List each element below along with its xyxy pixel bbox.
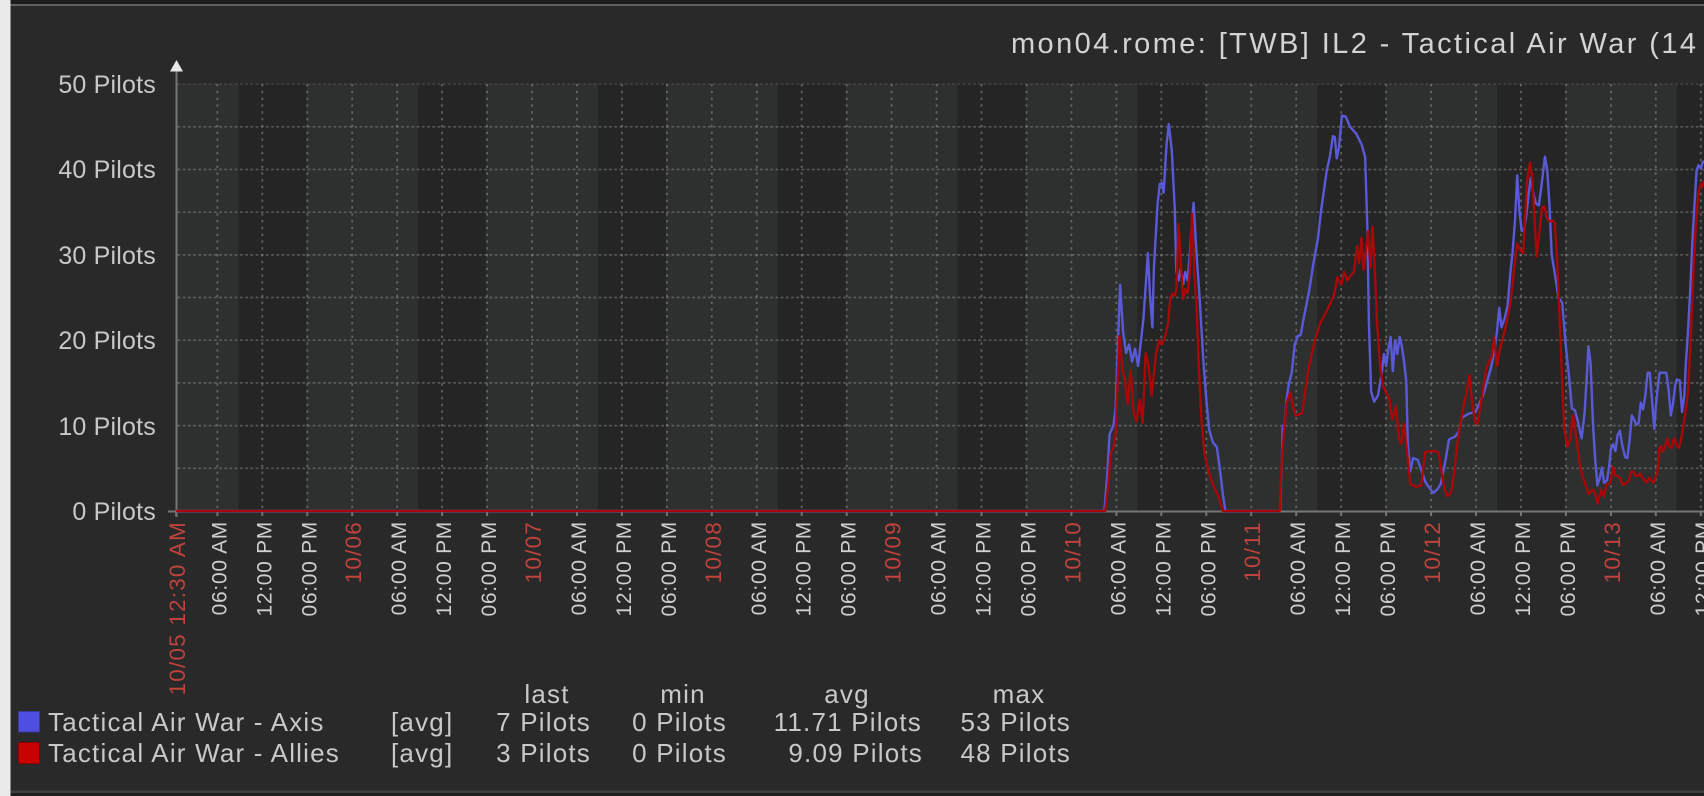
svg-text:max: max xyxy=(993,679,1046,709)
svg-text:9.09 Pilots: 9.09 Pilots xyxy=(788,738,923,768)
svg-text:12:00 PM: 12:00 PM xyxy=(793,521,816,617)
svg-text:12:00 PM: 12:00 PM xyxy=(1512,521,1535,617)
svg-text:avg: avg xyxy=(824,679,870,709)
svg-text:10/12: 10/12 xyxy=(1420,521,1445,583)
svg-text:10/06: 10/06 xyxy=(341,521,366,583)
svg-text:06:00 AM: 06:00 AM xyxy=(1287,521,1310,615)
svg-text:06:00 AM: 06:00 AM xyxy=(1467,521,1490,615)
svg-text:06:00 PM: 06:00 PM xyxy=(1018,521,1041,617)
svg-text:53 Pilots: 53 Pilots xyxy=(960,707,1071,737)
svg-text:[avg]: [avg] xyxy=(391,738,453,768)
svg-text:30 Pilots: 30 Pilots xyxy=(58,242,156,270)
svg-text:10/05 12:30 AM: 10/05 12:30 AM xyxy=(165,521,190,695)
svg-text:10/11: 10/11 xyxy=(1240,521,1265,582)
svg-text:10/09: 10/09 xyxy=(881,521,906,583)
svg-text:10/10: 10/10 xyxy=(1060,521,1085,583)
svg-text:7 Pilots: 7 Pilots xyxy=(496,707,591,737)
svg-text:12:00 PM: 12:00 PM xyxy=(253,521,276,617)
svg-text:12:00 PM: 12:00 PM xyxy=(1332,521,1355,617)
svg-text:06:00 PM: 06:00 PM xyxy=(478,521,501,617)
svg-text:10/13: 10/13 xyxy=(1600,521,1625,583)
svg-text:06:00 AM: 06:00 AM xyxy=(1107,521,1130,615)
svg-text:06:00 AM: 06:00 AM xyxy=(208,521,231,615)
svg-text:11.71 Pilots: 11.71 Pilots xyxy=(774,707,922,737)
svg-text:06:00 PM: 06:00 PM xyxy=(1197,521,1220,617)
svg-text:10/08: 10/08 xyxy=(701,521,726,583)
svg-text:0 Pilots: 0 Pilots xyxy=(72,498,156,526)
svg-text:12:00 PM: 12:00 PM xyxy=(1152,521,1175,617)
svg-text:48 Pilots: 48 Pilots xyxy=(960,738,1071,768)
svg-text:0 Pilots: 0 Pilots xyxy=(632,738,727,768)
svg-text:06:00 AM: 06:00 AM xyxy=(748,521,771,615)
svg-text:Tactical Air War - Allies: Tactical Air War - Allies xyxy=(48,738,340,768)
svg-text:10 Pilots: 10 Pilots xyxy=(58,413,156,441)
svg-text:10/07: 10/07 xyxy=(521,521,546,583)
svg-text:06:00 PM: 06:00 PM xyxy=(838,521,861,617)
svg-text:3 Pilots: 3 Pilots xyxy=(496,738,591,768)
svg-text:40 Pilots: 40 Pilots xyxy=(58,156,156,184)
svg-text:06:00 PM: 06:00 PM xyxy=(658,521,681,617)
svg-text:06:00 AM: 06:00 AM xyxy=(928,521,951,615)
svg-text:12:00 PM: 12:00 PM xyxy=(433,521,456,617)
svg-text:06:00 AM: 06:00 AM xyxy=(388,521,411,615)
svg-text:12:00 PM: 12:00 PM xyxy=(1692,521,1704,617)
svg-text:06:00 PM: 06:00 PM xyxy=(1557,521,1580,617)
svg-text:12:00 PM: 12:00 PM xyxy=(613,521,636,617)
svg-text:[avg]: [avg] xyxy=(391,707,453,737)
svg-text:mon04.rome: [TWB] IL2 - Tactic: mon04.rome: [TWB] IL2 - Tactical Air War… xyxy=(1011,28,1704,60)
svg-text:0 Pilots: 0 Pilots xyxy=(632,707,727,737)
svg-text:20 Pilots: 20 Pilots xyxy=(58,327,156,355)
svg-text:min: min xyxy=(660,679,706,709)
svg-text:06:00 AM: 06:00 AM xyxy=(568,521,591,615)
svg-text:06:00 AM: 06:00 AM xyxy=(1647,521,1670,615)
svg-text:06:00 PM: 06:00 PM xyxy=(1377,521,1400,617)
svg-text:06:00 PM: 06:00 PM xyxy=(298,521,321,617)
svg-text:Tactical Air War - Axis: Tactical Air War - Axis xyxy=(48,707,325,737)
svg-text:12:00 PM: 12:00 PM xyxy=(973,521,996,617)
svg-text:last: last xyxy=(524,679,569,709)
svg-text:50 Pilots: 50 Pilots xyxy=(58,71,156,99)
